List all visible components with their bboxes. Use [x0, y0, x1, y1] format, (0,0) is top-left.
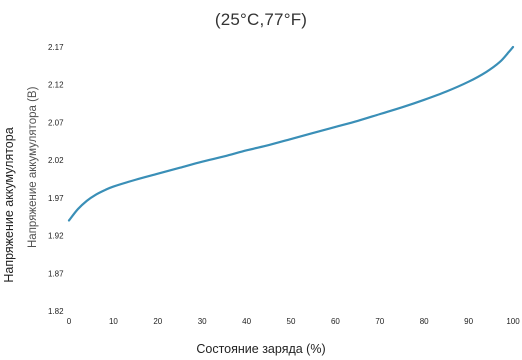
y-tick-label: 1.92: [48, 232, 64, 241]
x-tick-label: 20: [153, 317, 162, 326]
x-tick-label: 0: [67, 317, 72, 326]
y-tick-label: 1.82: [48, 307, 64, 316]
y-tick-label: 1.87: [48, 269, 64, 278]
x-tick-label: 100: [506, 317, 520, 326]
y-tick-label: 2.02: [48, 156, 64, 165]
y-tick-label: 1.97: [48, 194, 64, 203]
chart-title: (25°C,77°F): [214, 10, 308, 29]
y-tick-label: 2.17: [48, 43, 64, 52]
y-tick-label: 2.07: [48, 118, 64, 127]
x-tick-label: 40: [242, 317, 251, 326]
x-tick-label: 70: [375, 317, 384, 326]
x-tick-label: 80: [420, 317, 429, 326]
y-tick-label: 2.12: [48, 81, 64, 90]
x-tick-label: 90: [464, 317, 473, 326]
x-tick-label: 50: [287, 317, 296, 326]
series-line: [67, 45, 515, 222]
x-tick-label: 10: [109, 317, 118, 326]
x-tick-label: 30: [198, 317, 207, 326]
x-tick-label: 60: [331, 317, 340, 326]
x-axis-label: Состояние заряда (%): [196, 342, 326, 356]
